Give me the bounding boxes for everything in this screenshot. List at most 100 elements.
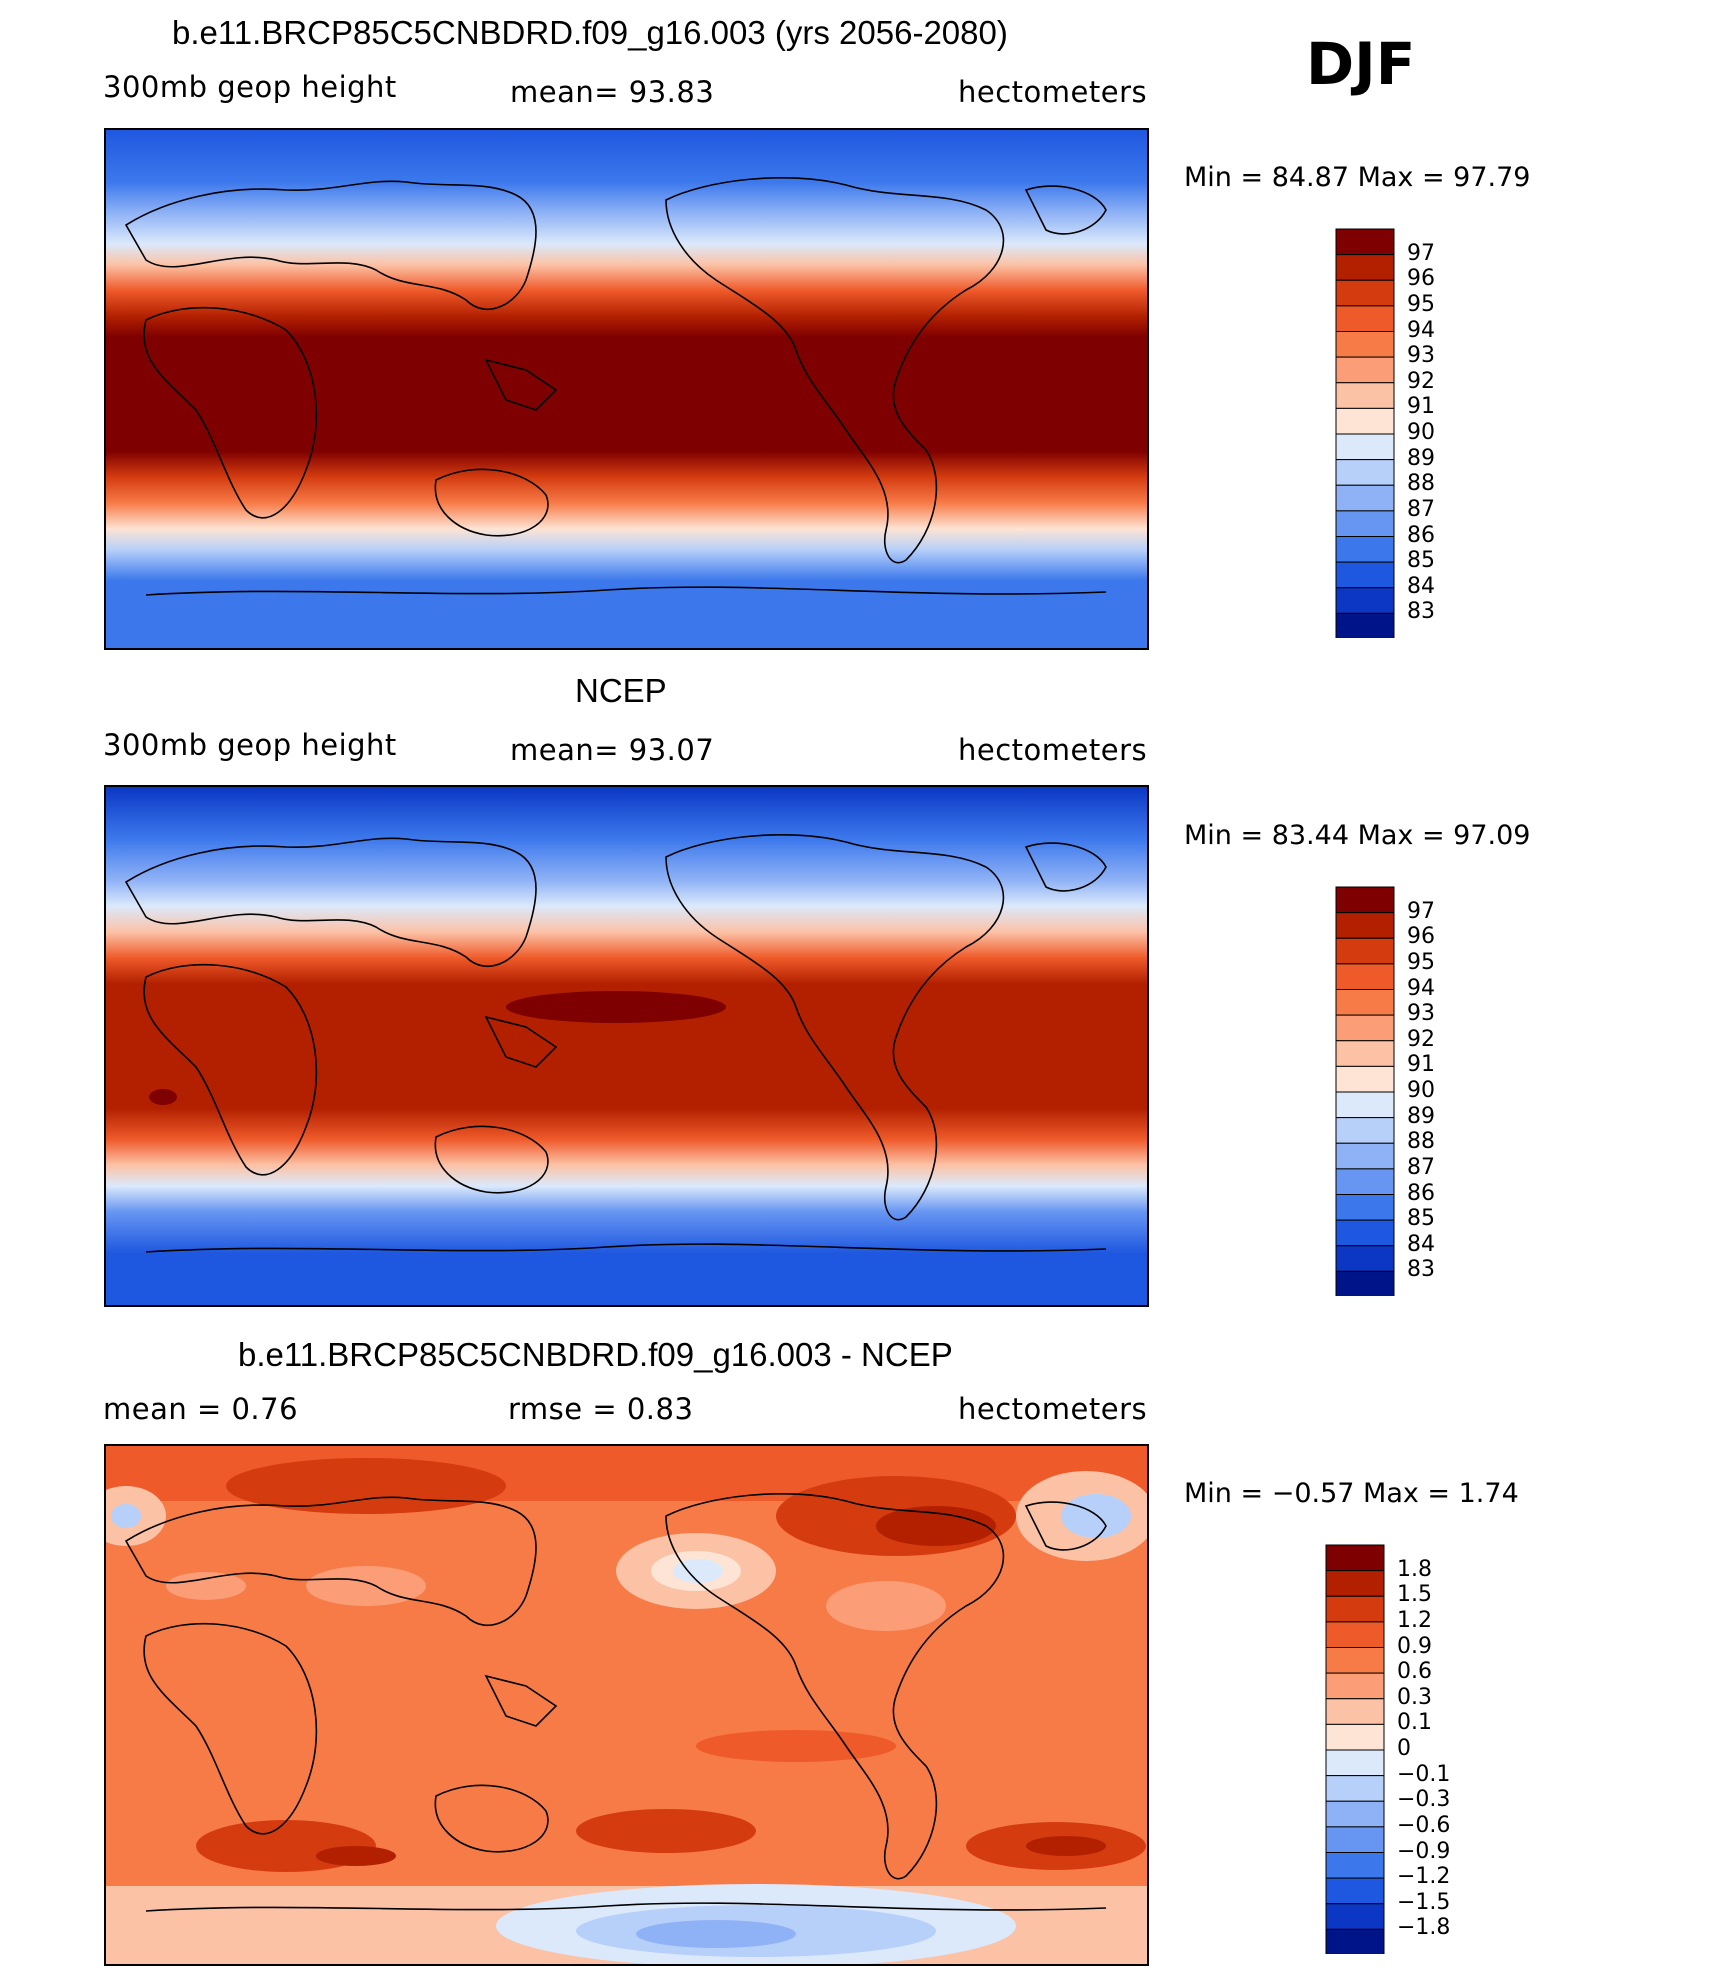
colorbar-swatch — [1325, 1928, 1385, 1956]
colorbar-tick-label: 86 — [1407, 522, 1435, 548]
colorbar-swatch — [1325, 1800, 1385, 1828]
panel2-units: hectometers — [958, 733, 1148, 767]
panel1-map — [104, 128, 1149, 650]
colorbar-tick-label: 89 — [1407, 445, 1435, 471]
colorbar-swatch — [1325, 1826, 1385, 1853]
colorbar-swatch — [1335, 1142, 1395, 1170]
panel3-map — [104, 1444, 1149, 1966]
colorbar-swatch — [1335, 561, 1395, 589]
colorbar-swatch — [1335, 1117, 1395, 1144]
panel3-colorbar — [1325, 1544, 1385, 1956]
colorbar-swatch — [1335, 407, 1395, 435]
colorbar-tick-label: 0.9 — [1397, 1633, 1432, 1659]
colorbar-swatch — [1325, 1544, 1385, 1572]
colorbar-tick-label: 95 — [1407, 949, 1435, 975]
colorbar-swatch — [1335, 912, 1395, 939]
colorbar-tick-label: 95 — [1407, 291, 1435, 317]
panel2-variable: 300mb geop height — [103, 728, 397, 762]
colorbar-swatch — [1335, 536, 1395, 563]
colorbar-tick-label: 88 — [1407, 471, 1435, 497]
colorbar-tick-label: 94 — [1407, 317, 1435, 343]
panel2-map-field — [106, 787, 1147, 1305]
panel1-units: hectometers — [958, 75, 1148, 109]
colorbar-tick-label: 87 — [1407, 1154, 1435, 1180]
colorbar-tick-label: 90 — [1407, 1078, 1435, 1103]
panel2-minmax: Min = 83.44 Max = 97.09 — [1184, 820, 1531, 851]
colorbar-swatch — [1335, 1270, 1395, 1298]
colorbar-tick-label: 85 — [1407, 548, 1435, 574]
colorbar-tick-label: 85 — [1407, 1206, 1435, 1232]
colorbar-tick-label: 87 — [1407, 496, 1435, 522]
colorbar-tick-label: −1.2 — [1397, 1864, 1451, 1890]
colorbar-swatch — [1335, 356, 1395, 384]
colorbar-swatch — [1335, 937, 1395, 965]
colorbar-swatch — [1335, 279, 1395, 307]
colorbar-swatch — [1335, 963, 1395, 990]
colorbar-tick-label: 89 — [1407, 1103, 1435, 1129]
panel1-minmax: Min = 84.87 Max = 97.79 — [1184, 162, 1531, 193]
colorbar-swatch — [1325, 1903, 1385, 1930]
colorbar-swatch — [1335, 989, 1395, 1016]
colorbar-tick-label: 0.6 — [1397, 1659, 1432, 1685]
colorbar-swatch — [1325, 1749, 1385, 1777]
colorbar-swatch — [1335, 305, 1395, 332]
panel1-mean: mean= 93.83 — [510, 75, 715, 109]
colorbar-tick-label: 93 — [1407, 1001, 1435, 1027]
panel3-mean: mean = 0.76 — [103, 1392, 299, 1426]
colorbar-swatch — [1335, 1219, 1395, 1247]
colorbar-swatch — [1325, 1877, 1385, 1905]
colorbar-tick-label: −0.1 — [1397, 1761, 1451, 1787]
panel3-colorbar-swatches — [1325, 1544, 1385, 1956]
colorbar-swatch — [1335, 331, 1395, 358]
panel1-title: b.e11.BRCP85C5CNBDRD.f09_g16.003 (yrs 20… — [172, 14, 1008, 51]
panel2-mean: mean= 93.07 — [510, 733, 715, 767]
colorbar-tick-label: 91 — [1407, 1052, 1435, 1078]
colorbar-swatch — [1325, 1698, 1385, 1725]
colorbar-swatch — [1335, 433, 1395, 461]
panel3-rmse: rmse = 0.83 — [508, 1392, 694, 1426]
colorbar-swatch — [1335, 612, 1395, 640]
panel3-map-field — [106, 1446, 1147, 1964]
colorbar-swatch — [1335, 886, 1395, 914]
colorbar-swatch — [1335, 459, 1395, 486]
colorbar-swatch — [1335, 1091, 1395, 1119]
panel2-colorbar — [1335, 886, 1395, 1298]
colorbar-tick-label: 0.3 — [1397, 1684, 1432, 1710]
colorbar-tick-label: −0.9 — [1397, 1838, 1451, 1864]
colorbar-swatch — [1325, 1621, 1385, 1648]
colorbar-tick-label: −1.5 — [1397, 1889, 1451, 1915]
colorbar-tick-label: 83 — [1407, 599, 1435, 625]
colorbar-tick-label: −0.6 — [1397, 1812, 1451, 1838]
colorbar-tick-label: −1.8 — [1397, 1915, 1451, 1941]
colorbar-swatch — [1325, 1775, 1385, 1802]
colorbar-tick-label: 83 — [1407, 1257, 1435, 1283]
coastline-overlay — [124, 1493, 1107, 1912]
colorbar-swatch — [1325, 1647, 1385, 1674]
colorbar-swatch — [1335, 1014, 1395, 1042]
colorbar-tick-label: 84 — [1407, 573, 1435, 599]
colorbar-swatch — [1335, 382, 1395, 409]
panel3-minmax: Min = −0.57 Max = 1.74 — [1184, 1478, 1519, 1509]
colorbar-swatch — [1335, 1065, 1395, 1093]
panel1-colorbar-swatches — [1335, 228, 1395, 640]
panel1-colorbar — [1335, 228, 1395, 640]
colorbar-swatch — [1325, 1723, 1385, 1751]
colorbar-swatch — [1325, 1672, 1385, 1700]
colorbar-tick-label: 94 — [1407, 975, 1435, 1001]
colorbar-swatch — [1335, 510, 1395, 537]
panel2-map — [104, 785, 1149, 1307]
colorbar-tick-label: 90 — [1407, 420, 1435, 445]
colorbar-tick-label: 0.1 — [1397, 1710, 1432, 1736]
coastline-overlay — [124, 834, 1107, 1253]
colorbar-swatch — [1325, 1595, 1385, 1623]
colorbar-swatch — [1335, 254, 1395, 281]
panel3-units: hectometers — [958, 1392, 1148, 1426]
colorbar-tick-label: 92 — [1407, 368, 1435, 394]
colorbar-tick-label: 1.2 — [1397, 1607, 1432, 1633]
colorbar-tick-label: 84 — [1407, 1231, 1435, 1257]
panel1-variable: 300mb geop height — [103, 70, 397, 104]
colorbar-swatch — [1325, 1570, 1385, 1597]
colorbar-tick-label: 88 — [1407, 1129, 1435, 1155]
colorbar-tick-label: 0 — [1397, 1736, 1411, 1761]
colorbar-tick-label: 86 — [1407, 1180, 1435, 1206]
